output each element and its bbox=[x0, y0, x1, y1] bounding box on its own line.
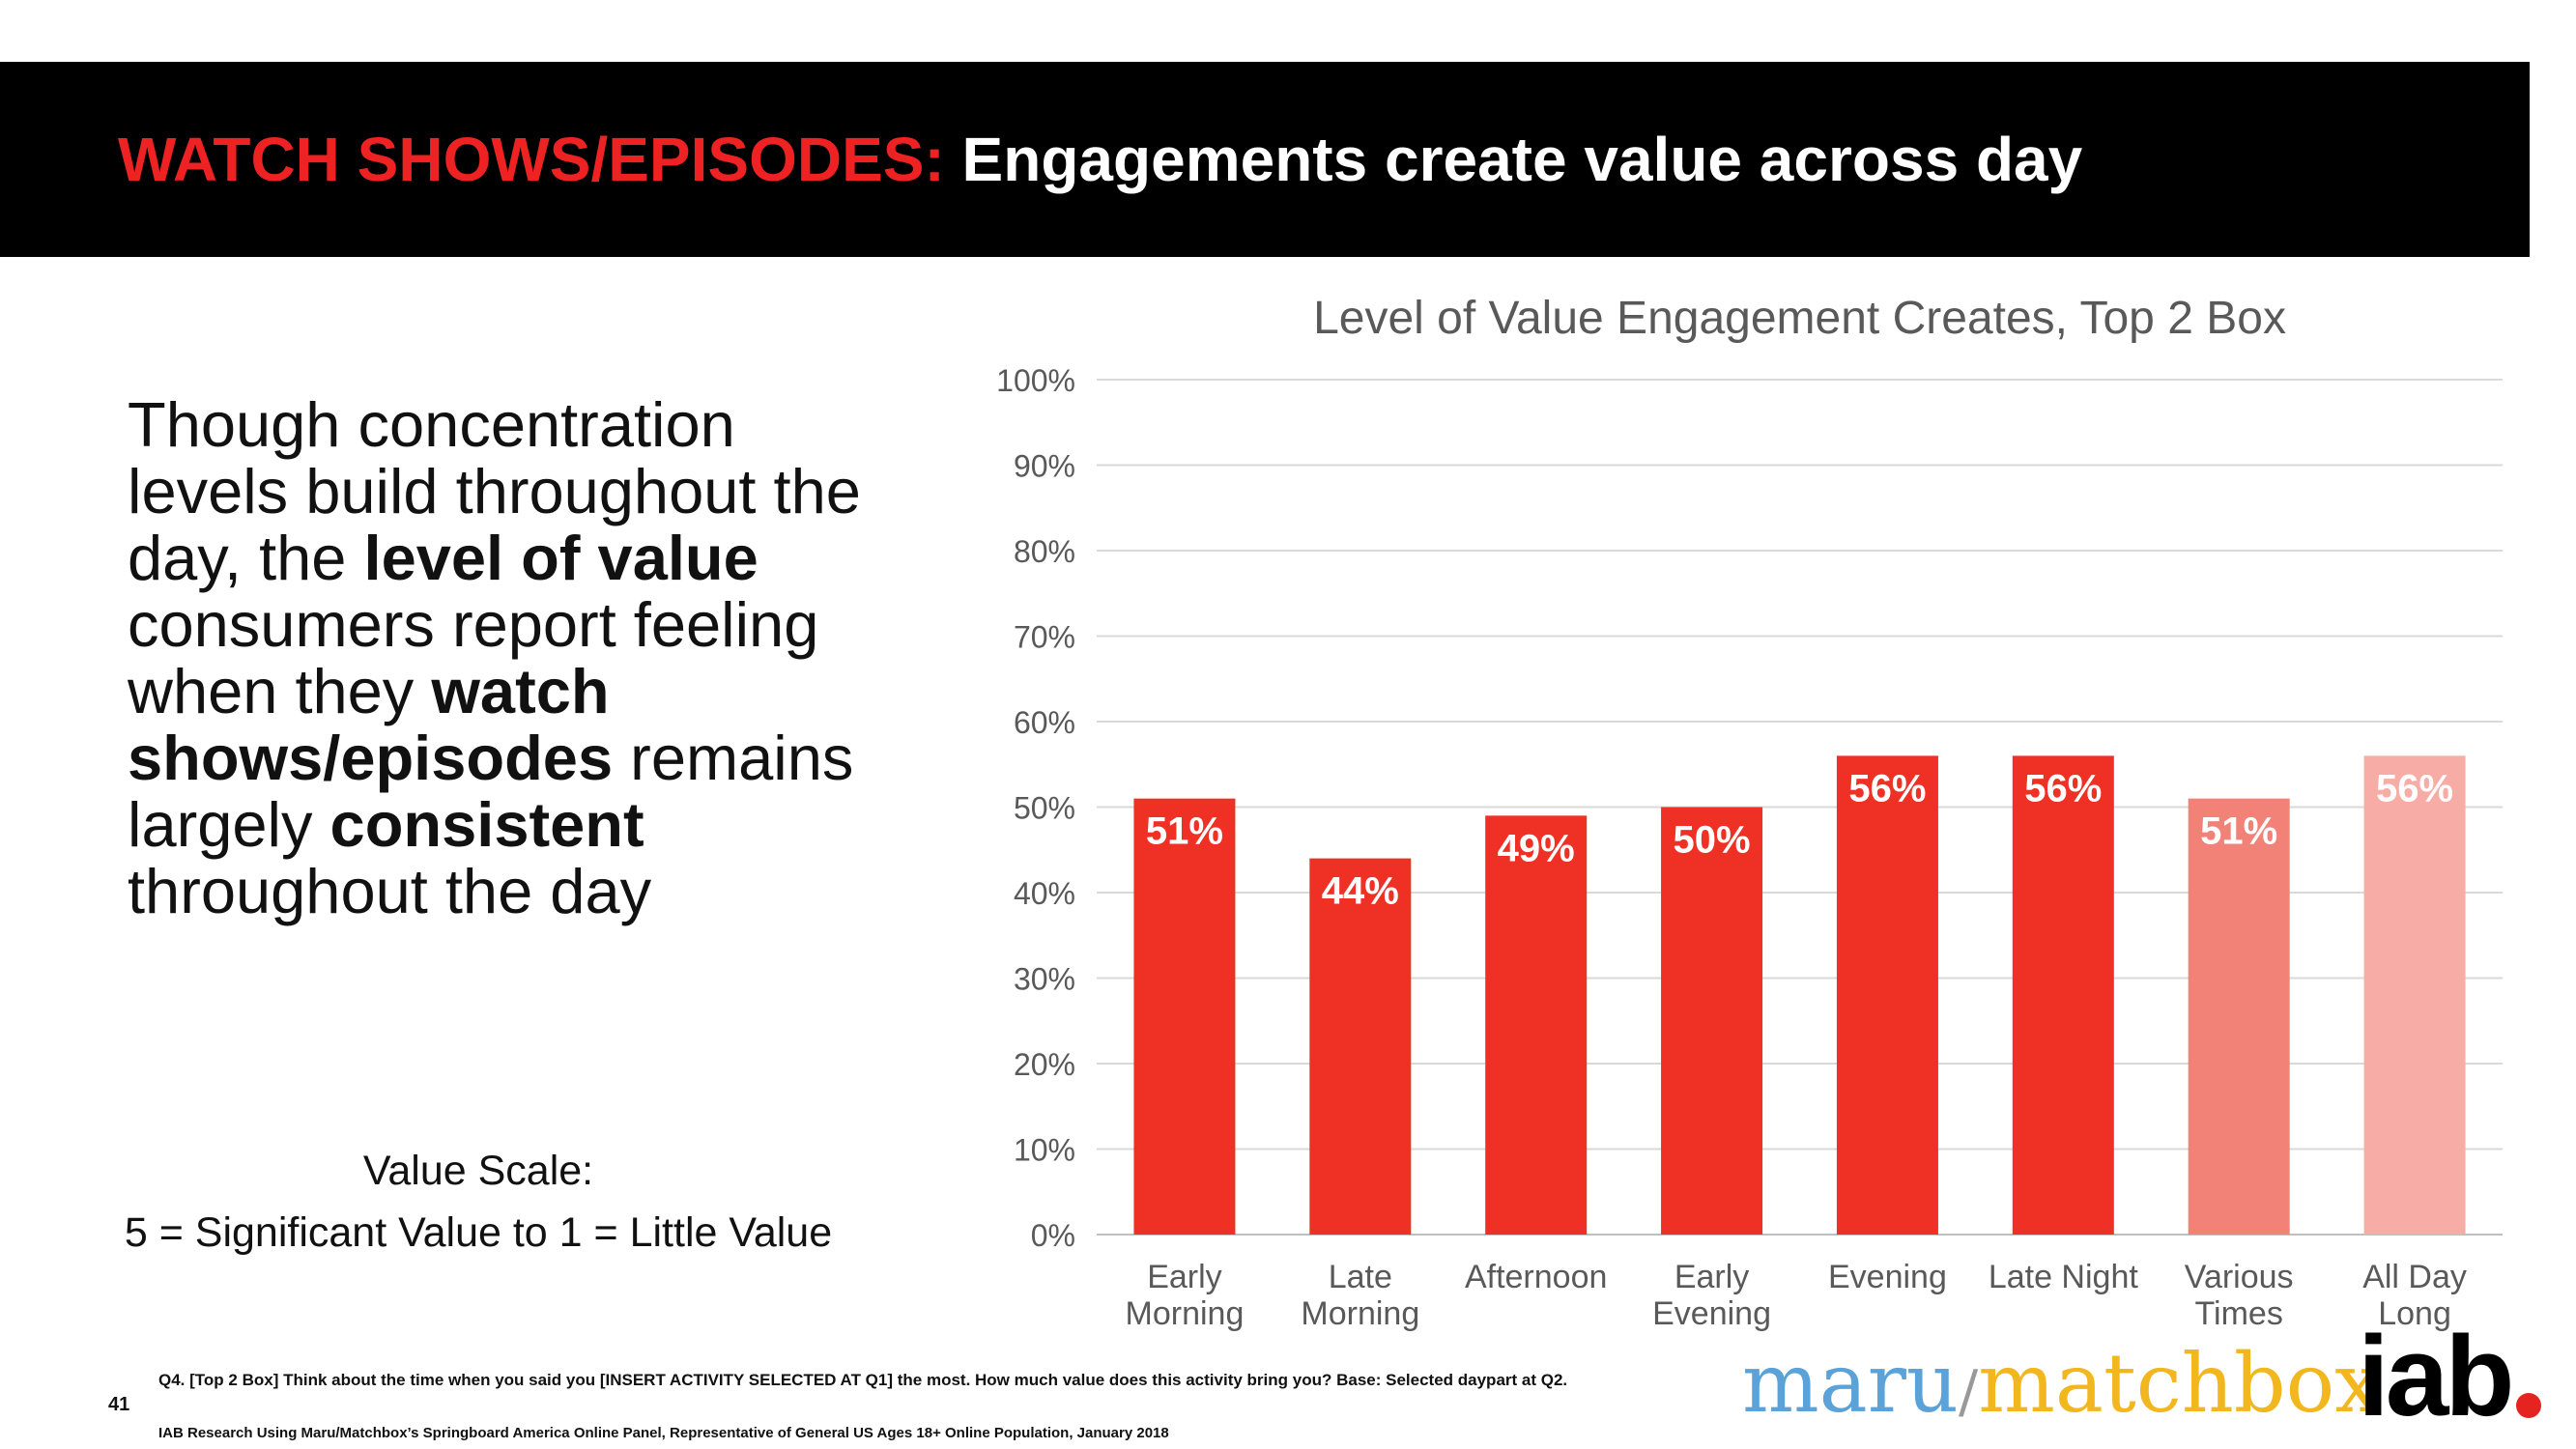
data-label: 44% bbox=[1322, 870, 1399, 913]
summary-emphasis: consistent bbox=[329, 789, 644, 860]
value-scale-title: Value Scale: bbox=[362, 1148, 594, 1194]
x-tick-label: All Day bbox=[2362, 1259, 2467, 1295]
data-label: 50% bbox=[1674, 819, 1751, 862]
data-label: 56% bbox=[2376, 767, 2453, 810]
x-tick-label: Evening bbox=[1652, 1295, 1771, 1332]
y-tick-label: 60% bbox=[1014, 705, 1075, 740]
y-tick-label: 90% bbox=[1014, 449, 1075, 484]
bar bbox=[1836, 755, 1938, 1235]
chart-title: Level of Value Engagement Creates, Top 2… bbox=[1313, 293, 2286, 344]
summary-text-part: remains largely bbox=[128, 723, 854, 860]
iab-logo-dot bbox=[2516, 1393, 2541, 1418]
y-tick-label: 20% bbox=[1014, 1047, 1075, 1082]
summary-text-part: Though concentration levels build throug… bbox=[128, 389, 861, 593]
logo-slash: / bbox=[1959, 1358, 1979, 1426]
logo-maru-text: maru bbox=[1742, 1336, 1959, 1431]
y-tick-label: 100% bbox=[996, 363, 1075, 398]
summary-text-part: throughout the day bbox=[128, 856, 652, 926]
footnote-question: Q4. [Top 2 Box] Think about the time whe… bbox=[158, 1371, 1568, 1389]
y-tick-label: 70% bbox=[1014, 620, 1075, 655]
x-tick-label: Early bbox=[1674, 1259, 1749, 1295]
bar bbox=[1485, 815, 1588, 1235]
bar bbox=[1661, 807, 1763, 1235]
logo-matchbox-text: matchbox bbox=[1978, 1336, 2381, 1431]
x-tick-label: Early bbox=[1147, 1259, 1221, 1295]
x-tick-label: Afternoon bbox=[1465, 1259, 1607, 1295]
summary-emphasis: level of value bbox=[363, 523, 758, 593]
page-number: 41 bbox=[108, 1394, 130, 1415]
x-tick-label: Long bbox=[2378, 1295, 2451, 1332]
y-tick-label: 10% bbox=[1014, 1133, 1075, 1168]
x-tick-label: Morning bbox=[1126, 1295, 1245, 1332]
maru-matchbox-logo: maru/matchbox bbox=[1742, 1335, 2381, 1440]
x-tick-label: Evening bbox=[1828, 1259, 1947, 1295]
data-label: 51% bbox=[2200, 810, 2277, 853]
summary-emphasis: watch shows/episodes bbox=[128, 656, 614, 793]
data-label: 56% bbox=[2024, 767, 2102, 810]
y-tick-label: 50% bbox=[1014, 791, 1075, 826]
x-tick-label: Late bbox=[1329, 1259, 1392, 1295]
y-tick-label: 80% bbox=[1014, 534, 1075, 569]
x-tick-label: Various bbox=[2185, 1259, 2294, 1295]
x-tick-label: Morning bbox=[1301, 1295, 1419, 1332]
data-label: 49% bbox=[1498, 827, 1575, 869]
x-tick-label: Late Night bbox=[1989, 1259, 2139, 1295]
y-tick-label: 0% bbox=[1031, 1218, 1075, 1253]
summary-text: Though concentration levels build throug… bbox=[128, 391, 862, 924]
iab-logo: iab bbox=[2358, 1313, 2514, 1440]
summary-text-part: consumers report feeling when they bbox=[128, 589, 819, 726]
y-tick-label: 30% bbox=[1014, 962, 1075, 997]
x-tick-label: Times bbox=[2195, 1295, 2283, 1332]
value-scale-definition: 5 = Significant Value to 1 = Little Valu… bbox=[124, 1209, 833, 1256]
bar bbox=[2363, 755, 2466, 1235]
bar bbox=[2188, 798, 2290, 1235]
title-bar bbox=[0, 62, 2530, 257]
page-title: WATCH SHOWS/EPISODES: Engagements create… bbox=[118, 62, 2082, 257]
bar bbox=[1309, 858, 1412, 1235]
page-title-rest: Engagements create value across day bbox=[961, 125, 2083, 194]
y-tick-label: 40% bbox=[1014, 876, 1075, 911]
data-label: 56% bbox=[1848, 767, 1926, 810]
bar bbox=[1133, 798, 1236, 1235]
bar bbox=[2012, 755, 2114, 1235]
page-title-highlight: WATCH SHOWS/EPISODES: bbox=[118, 125, 945, 194]
footnote-source: IAB Research Using Maru/Matchbox’s Sprin… bbox=[158, 1425, 1169, 1441]
data-label: 51% bbox=[1146, 810, 1223, 853]
